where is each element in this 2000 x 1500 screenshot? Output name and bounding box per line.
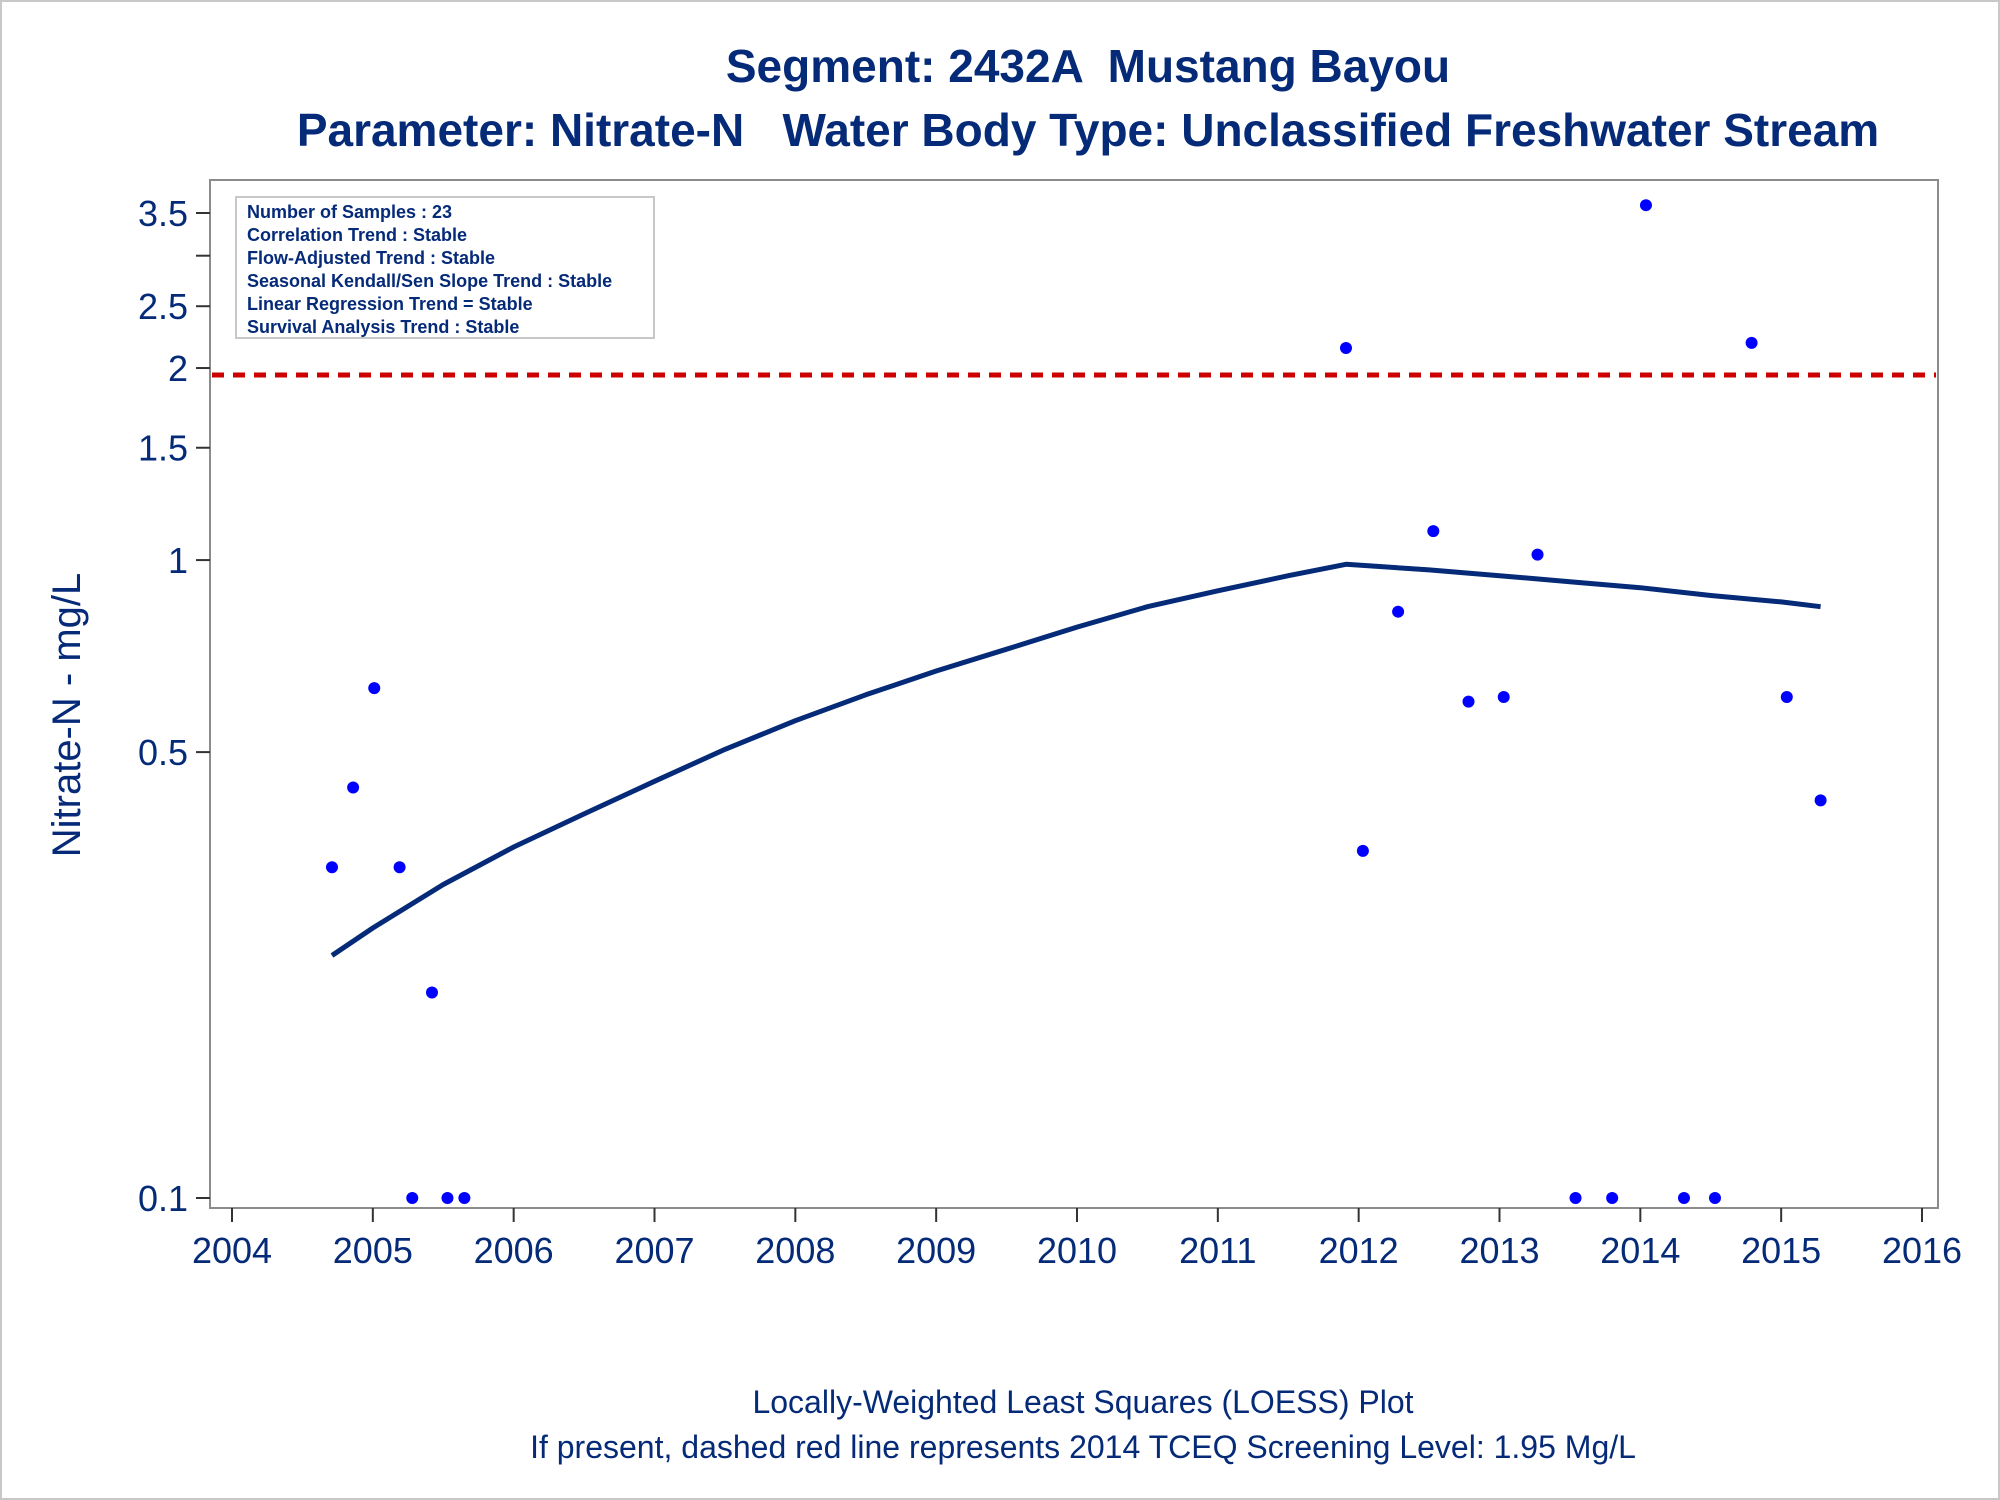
footnote-loess: Locally-Weighted Least Squares (LOESS) P… bbox=[752, 1384, 1413, 1420]
x-tick-label: 2013 bbox=[1459, 1230, 1539, 1271]
sample-point bbox=[406, 1192, 419, 1204]
y-tick-label: 3.5 bbox=[138, 193, 188, 234]
trend-summary-line: Correlation Trend : Stable bbox=[247, 225, 467, 245]
y-tick-label: 0.5 bbox=[138, 732, 188, 773]
sample-point bbox=[393, 861, 406, 874]
sample-point bbox=[1708, 1192, 1721, 1204]
sample-point bbox=[1339, 341, 1352, 354]
sample-point bbox=[1497, 691, 1510, 704]
trend-summary-line: Linear Regression Trend = Stable bbox=[247, 294, 533, 314]
x-tick-label: 2014 bbox=[1600, 1230, 1680, 1271]
x-tick-label: 2009 bbox=[896, 1230, 976, 1271]
sample-point bbox=[1745, 336, 1758, 349]
x-tick-label: 2010 bbox=[1037, 1230, 1117, 1271]
sample-point bbox=[1780, 691, 1793, 704]
sample-point bbox=[441, 1192, 454, 1204]
x-tick-label: 2008 bbox=[755, 1230, 835, 1271]
trend-summary-border bbox=[235, 196, 655, 339]
x-tick-label: 2004 bbox=[192, 1230, 272, 1271]
sample-point bbox=[458, 1192, 471, 1204]
sample-point bbox=[1427, 525, 1440, 538]
sample-point bbox=[1569, 1192, 1582, 1204]
y-tick-label: 1.5 bbox=[138, 428, 188, 469]
plot-border bbox=[209, 179, 1939, 1209]
sample-point bbox=[425, 986, 438, 999]
x-tick-label: 2011 bbox=[1179, 1230, 1256, 1271]
y-axis-label: Nitrate-N - mg/L bbox=[45, 573, 89, 858]
sample-point bbox=[1677, 1192, 1690, 1204]
y-tick-label: 1 bbox=[168, 540, 188, 581]
x-tick-label: 2007 bbox=[614, 1230, 694, 1271]
y-tick-label: 2 bbox=[168, 348, 188, 389]
loess-line bbox=[330, 561, 1821, 958]
chart-subtitle: Parameter: Nitrate-N Water Body Type: Un… bbox=[297, 104, 1879, 156]
sample-point bbox=[1814, 794, 1827, 807]
trend-summary-line: Flow-Adjusted Trend : Stable bbox=[247, 248, 495, 268]
x-tick-label: 2012 bbox=[1319, 1230, 1399, 1271]
sample-point bbox=[368, 682, 381, 695]
sample-point bbox=[1462, 695, 1475, 708]
y-tick-label: 0.1 bbox=[138, 1178, 188, 1219]
y-tick-label: 2.5 bbox=[138, 286, 188, 327]
trend-summary-line: Survival Analysis Trend : Stable bbox=[247, 317, 519, 337]
trend-summary-line: Seasonal Kendall/Sen Slope Trend : Stabl… bbox=[247, 271, 612, 291]
x-tick-label: 2005 bbox=[333, 1230, 413, 1271]
plot-area: 2004 2005 2006 2007 2008 2009 2010 2011 2012 2013… bbox=[138, 179, 1962, 1271]
sample-point bbox=[325, 861, 338, 874]
trend-summary-box: Number of Samples : 23 Correlation Trend … bbox=[235, 196, 655, 339]
x-tick-label: 2015 bbox=[1741, 1230, 1821, 1271]
x-tick-label: 2016 bbox=[1882, 1230, 1962, 1271]
sample-point bbox=[1356, 844, 1369, 857]
footnote-screening-level: If present, dashed red line represents 2… bbox=[530, 1429, 1636, 1465]
sample-point bbox=[1639, 199, 1652, 212]
sample-point bbox=[347, 781, 360, 794]
trend-summary-line: Number of Samples : 23 bbox=[247, 202, 452, 222]
sample-point bbox=[1531, 548, 1544, 561]
sample-point bbox=[1606, 1192, 1619, 1204]
chart-title: Segment: 2432A Mustang Bayou bbox=[726, 40, 1450, 92]
x-tick-label: 2006 bbox=[474, 1230, 554, 1271]
sample-point bbox=[1392, 605, 1405, 618]
